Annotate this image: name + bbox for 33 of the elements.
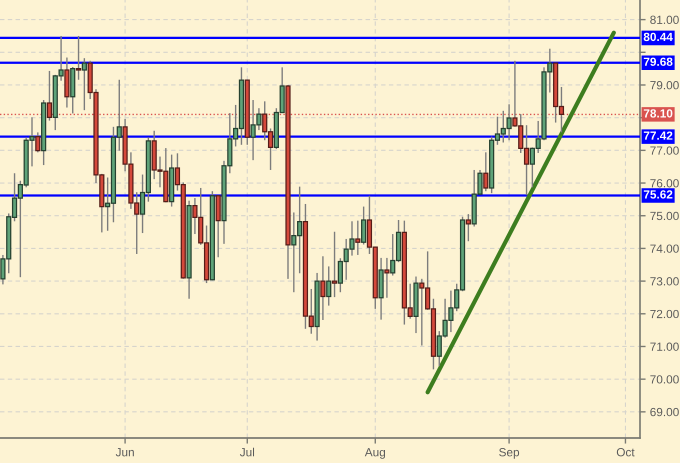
x-tick-label: Sep (499, 448, 520, 459)
y-tick-label: 69.00 (650, 408, 679, 416)
x-tick-label: Oct (616, 448, 635, 456)
x-tick-label: Aug (364, 448, 386, 459)
candlestick (466, 213, 471, 242)
y-tick-label: 79.00 (650, 81, 679, 90)
y-tick-label: 71.00 (650, 342, 679, 351)
ref-line-label: 75.62 (644, 190, 672, 199)
candlestick (76, 35, 82, 80)
ref-line-label: 80.44 (644, 32, 673, 42)
candlestick (326, 266, 332, 306)
y-tick-label: 76.00 (650, 179, 679, 188)
candlestick (332, 231, 338, 298)
candlestick (82, 57, 87, 111)
ref-line-label: 78.10 (644, 109, 672, 118)
y-tick-label: 74.00 (650, 244, 679, 253)
ref-line-label: 77.42 (644, 131, 672, 140)
y-tick-label: 75.00 (650, 212, 679, 220)
candlestick (384, 257, 390, 298)
y-tick-label: 77.00 (650, 146, 679, 155)
y-tick-label: 81.00 (650, 16, 679, 24)
y-tick-label: 73.00 (650, 277, 679, 286)
y-tick-label: 70.00 (650, 375, 679, 384)
y-tick-label: 72.00 (650, 310, 679, 318)
candlestick (35, 132, 40, 154)
candlestick (483, 152, 488, 192)
candlestick (361, 206, 366, 246)
ref-line-label: 79.68 (644, 58, 673, 66)
candlestick (46, 70, 52, 122)
x-tick-label: Jun (116, 448, 134, 456)
candlestick (320, 256, 326, 321)
x-tick-label: Jul (240, 448, 254, 456)
candlestick (355, 220, 360, 256)
